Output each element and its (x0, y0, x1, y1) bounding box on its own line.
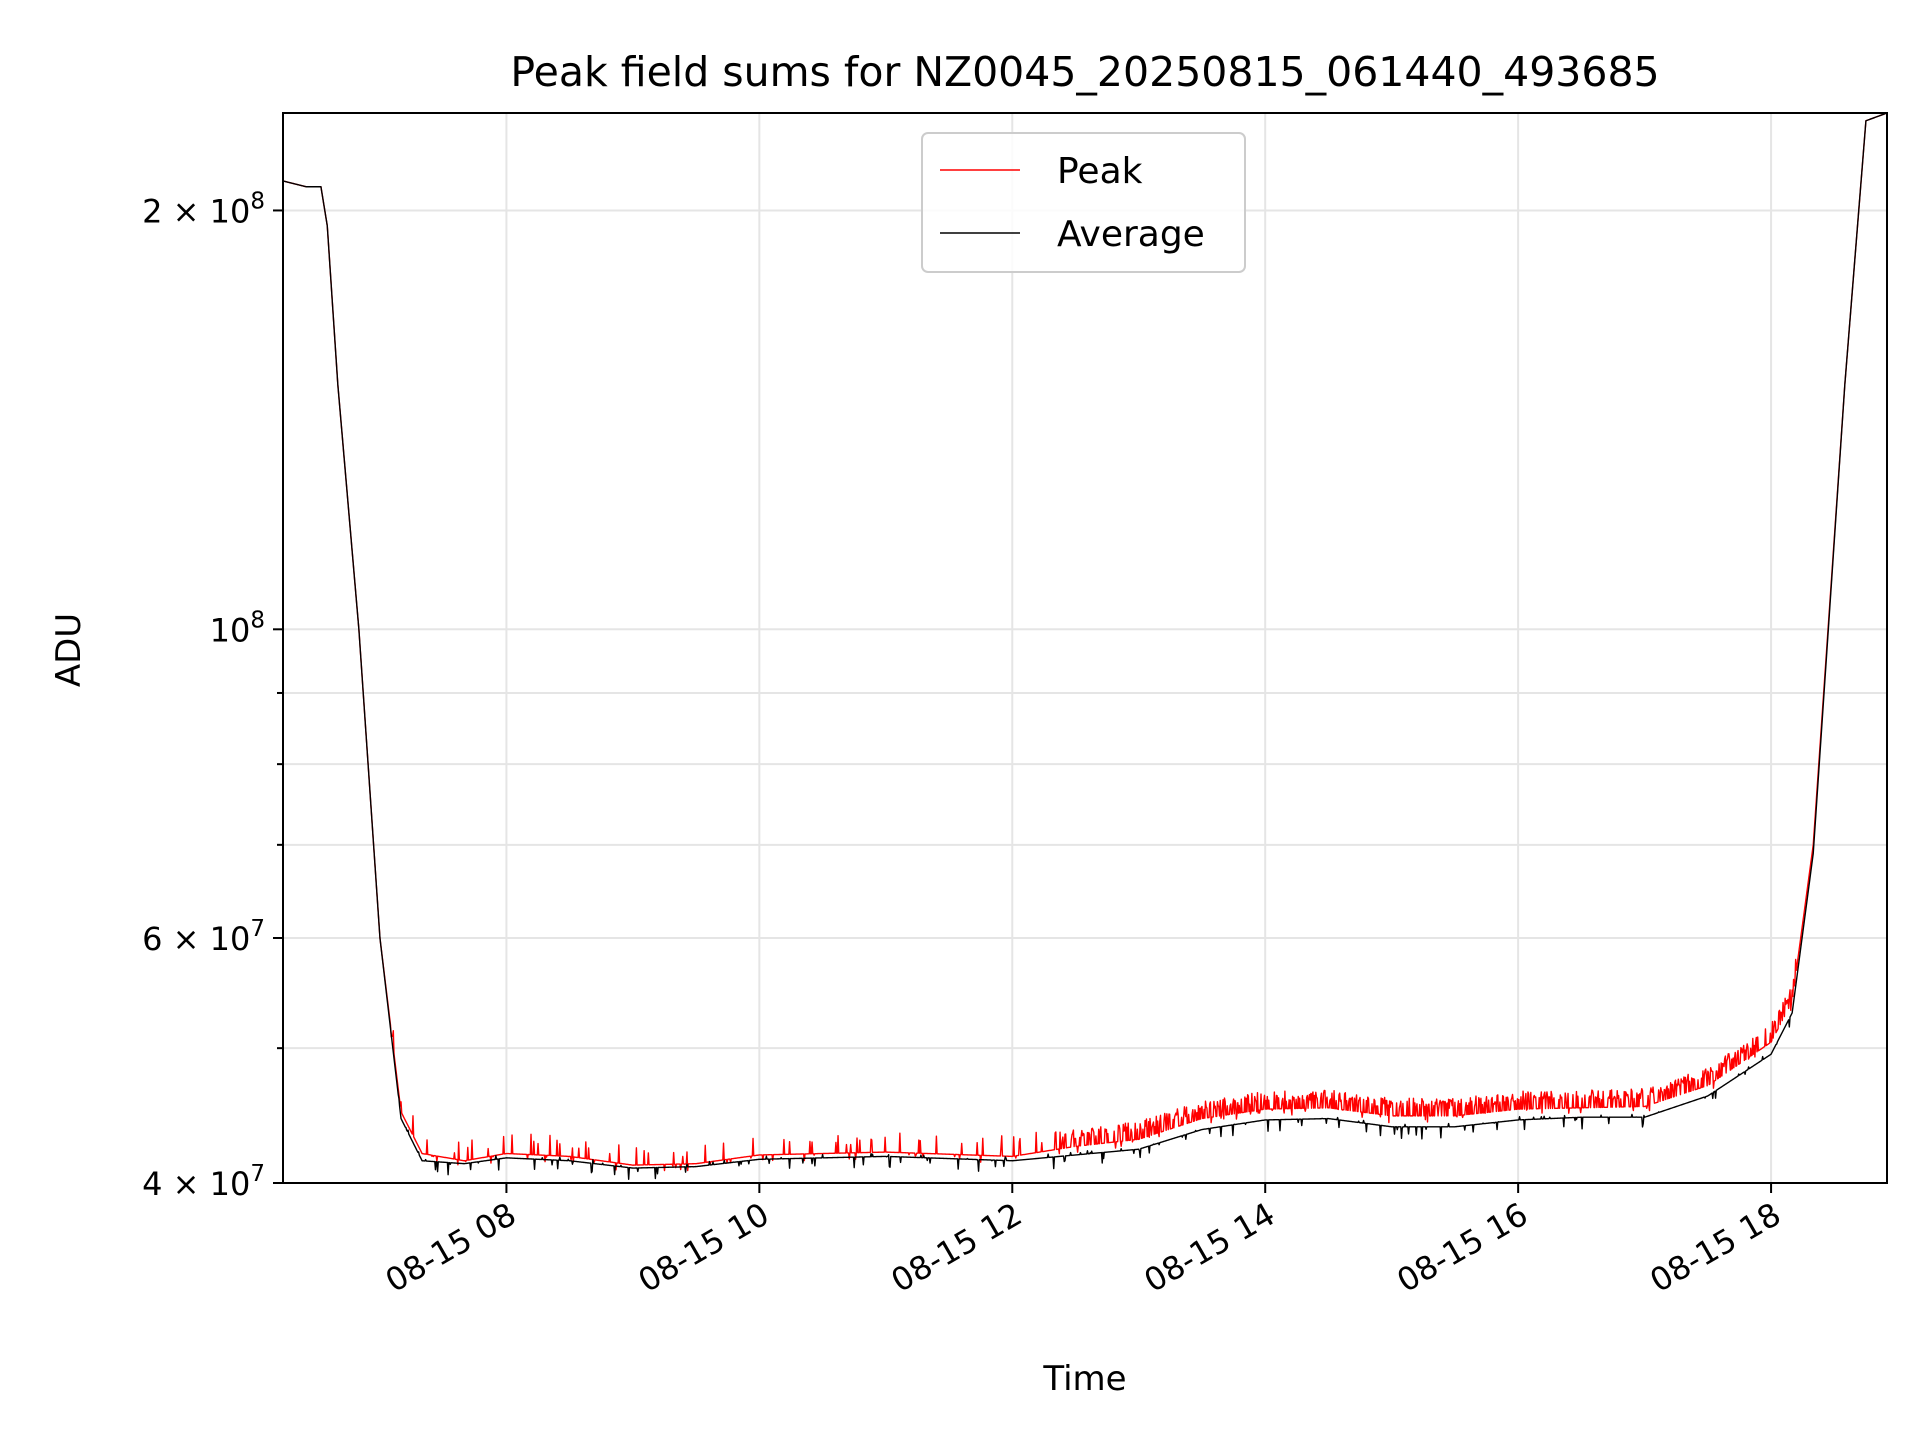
legend-label-average: Average (1057, 214, 1205, 255)
legend: Peak Average (921, 132, 1246, 273)
y-axis-label: ADU (49, 613, 89, 687)
chart-title: Peak field sums for NZ0045_20250815_0614… (510, 48, 1659, 96)
series-line-average (283, 113, 1887, 1180)
legend-label-peak: Peak (1057, 151, 1143, 192)
y-tick-label: 108 (210, 607, 265, 649)
y-tick-label: 4 × 107 (142, 1161, 265, 1203)
y-tick-label: 6 × 107 (142, 916, 265, 958)
x-axis-label: Time (1042, 1359, 1126, 1399)
y-tick-label: 2 × 108 (142, 188, 265, 230)
series-line-peak (283, 113, 1887, 1172)
series-layer (283, 113, 1887, 1180)
plot-frame (282, 112, 1888, 1184)
legend-box (921, 132, 1246, 273)
